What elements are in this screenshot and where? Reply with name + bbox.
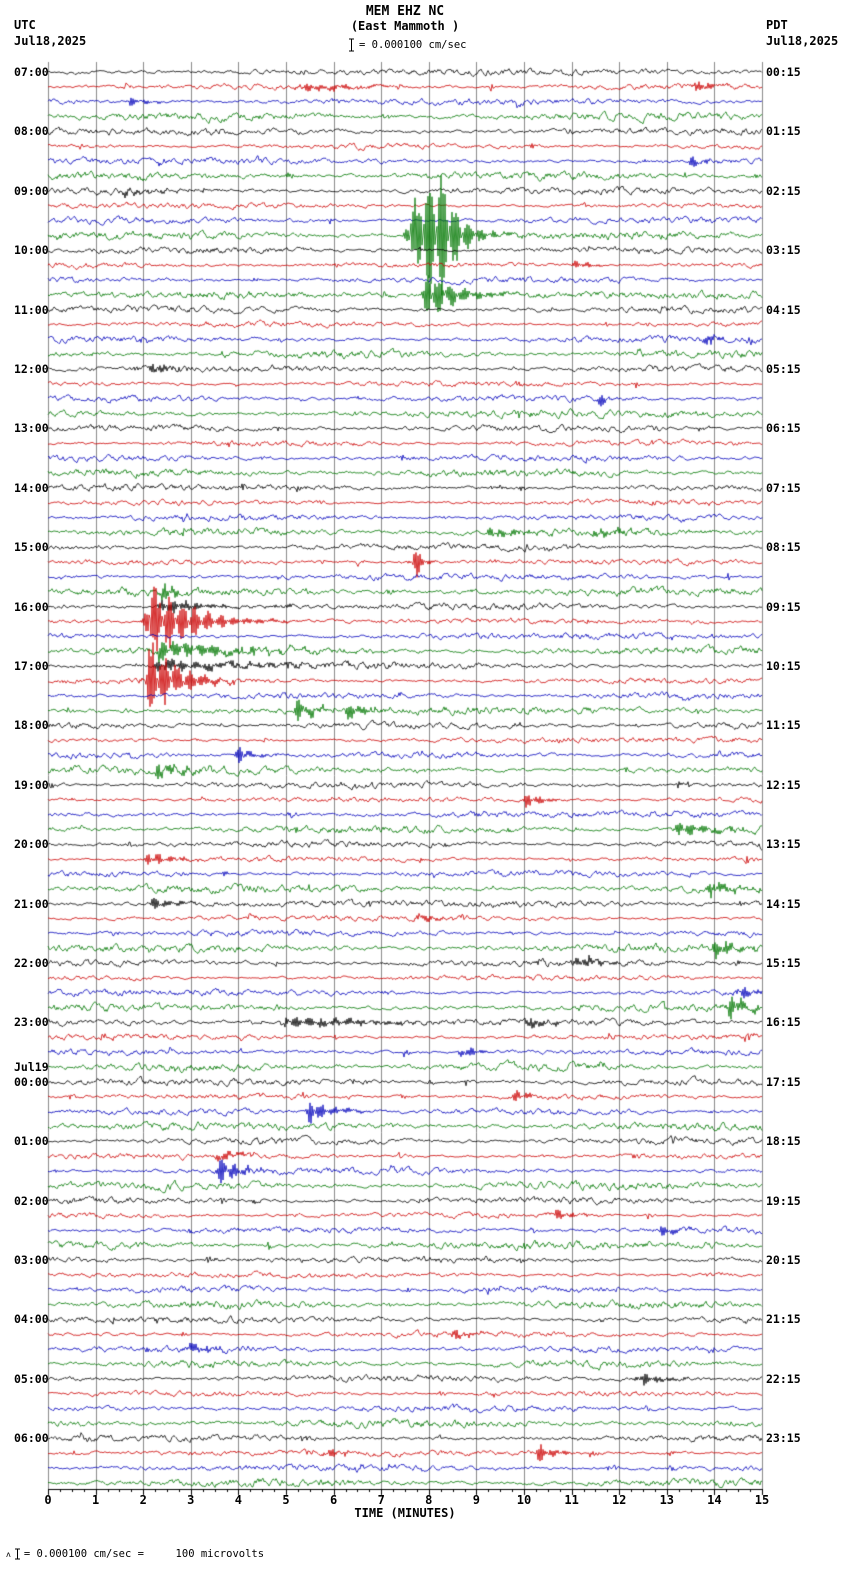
utc-hour-label: 23:00 (14, 1015, 49, 1030)
scale-bracket-icon (349, 38, 354, 52)
utc-hour-label: 20:00 (14, 837, 49, 852)
footer-note-text: = 0.000100 cm/sec = 100 microvolts (23, 1548, 265, 1560)
x-tick-label: 1 (91, 1493, 100, 1507)
pdt-hour-label: 01:15 (766, 124, 801, 139)
footer-prefix-glyph: ʌ (6, 1549, 11, 1559)
x-tick-label: 10 (516, 1493, 532, 1507)
utc-hour-label: 18:00 (14, 718, 49, 733)
pdt-hour-label: 18:15 (766, 1134, 801, 1149)
utc-hour-label: 00:00 (14, 1074, 49, 1089)
pdt-hour-label: 10:15 (766, 659, 801, 673)
x-tick-label: 5 (282, 1493, 290, 1507)
left-timezone-label: UTC (14, 18, 36, 32)
x-tick-label: 9 (472, 1493, 481, 1507)
utc-hour-label: 01:00 (14, 1134, 49, 1149)
utc-hour-label: 15:00 (14, 540, 49, 555)
right-date-label: Jul18,2025 (766, 34, 839, 48)
x-tick-label: 7 (377, 1493, 385, 1507)
utc-hour-label: 17:00 (14, 659, 49, 673)
pdt-hour-label: 21:15 (766, 1312, 801, 1327)
pdt-hour-label: 12:15 (766, 777, 801, 792)
x-tick-label: 3 (187, 1493, 195, 1507)
pdt-hour-label: 04:15 (766, 302, 801, 317)
pdt-hour-label: 02:15 (766, 183, 801, 198)
utc-hour-label: 22:00 (14, 956, 49, 970)
x-tick-label: 6 (329, 1493, 338, 1507)
utc-hour-label: 09:00 (14, 183, 49, 198)
pdt-hour-label: 11:15 (766, 718, 801, 733)
x-tick-label: 13 (659, 1493, 675, 1507)
pdt-hour-label: 20:15 (766, 1253, 801, 1267)
x-tick-label: 4 (234, 1493, 243, 1507)
scale-indicator: = 0.000100 cm/sec (348, 38, 466, 52)
x-tick-label: 15 (754, 1493, 770, 1507)
footer-scale-note: ʌ = 0.000100 cm/sec = 100 microvolts (6, 1548, 264, 1560)
pdt-hour-label: 23:15 (766, 1431, 801, 1446)
pdt-hour-label: 16:15 (766, 1015, 801, 1030)
x-axis-title: TIME (MINUTES) (354, 1506, 456, 1520)
scale-label: = 0.000100 cm/sec (359, 39, 467, 51)
pdt-hour-label: 15:15 (766, 956, 801, 970)
x-tick-label: 8 (425, 1493, 433, 1507)
station-subtitle: (East Mammoth ) (350, 19, 460, 33)
pdt-hour-label: 08:15 (766, 540, 801, 555)
x-tick-label: 11 (564, 1493, 579, 1507)
left-date-label: Jul18,2025 (14, 34, 87, 48)
pdt-hour-label: 03:15 (766, 243, 801, 258)
pdt-hour-label: 17:15 (766, 1074, 801, 1089)
utc-hour-label: 05:00 (14, 1371, 49, 1386)
utc-hour-label: 21:00 (14, 896, 49, 911)
utc-hour-label: 10:00 (14, 243, 49, 258)
utc-hour-label: Jul19 (14, 1059, 49, 1074)
pdt-hour-label: 22:15 (766, 1371, 801, 1386)
pdt-hour-label: 05:15 (766, 362, 801, 376)
utc-hour-label: 14:00 (14, 480, 49, 495)
pdt-hour-label: 07:15 (766, 480, 801, 495)
utc-hour-label: 11:00 (14, 302, 49, 317)
utc-hour-label: 07:00 (14, 65, 49, 79)
pdt-hour-label: 09:15 (766, 599, 801, 614)
utc-hour-label: 13:00 (14, 421, 49, 436)
utc-hour-label: 16:00 (14, 599, 49, 614)
pdt-hour-label: 14:15 (766, 896, 801, 911)
x-tick-label: 2 (139, 1493, 147, 1507)
pdt-hour-label: 13:15 (766, 837, 801, 852)
pdt-hour-label: 06:15 (766, 421, 801, 436)
x-tick-label: 12 (611, 1493, 627, 1507)
x-tick-label: 14 (707, 1493, 722, 1507)
utc-hour-label: 19:00 (14, 777, 49, 792)
utc-hour-label: 08:00 (14, 124, 49, 139)
utc-hour-label: 03:00 (14, 1253, 49, 1267)
utc-hour-label: 06:00 (14, 1431, 49, 1446)
right-timezone-label: PDT (766, 18, 788, 32)
pdt-hour-label: 19:15 (766, 1193, 801, 1208)
pdt-hour-label: 00:15 (766, 65, 801, 79)
utc-hour-label: 04:00 (14, 1312, 49, 1327)
utc-hour-label: 12:00 (14, 362, 49, 376)
station-title: MEM EHZ NC (365, 4, 445, 19)
x-tick-label: 0 (44, 1493, 52, 1507)
utc-hour-label: 02:00 (14, 1193, 49, 1208)
footer-bracket-icon (14, 1548, 20, 1560)
